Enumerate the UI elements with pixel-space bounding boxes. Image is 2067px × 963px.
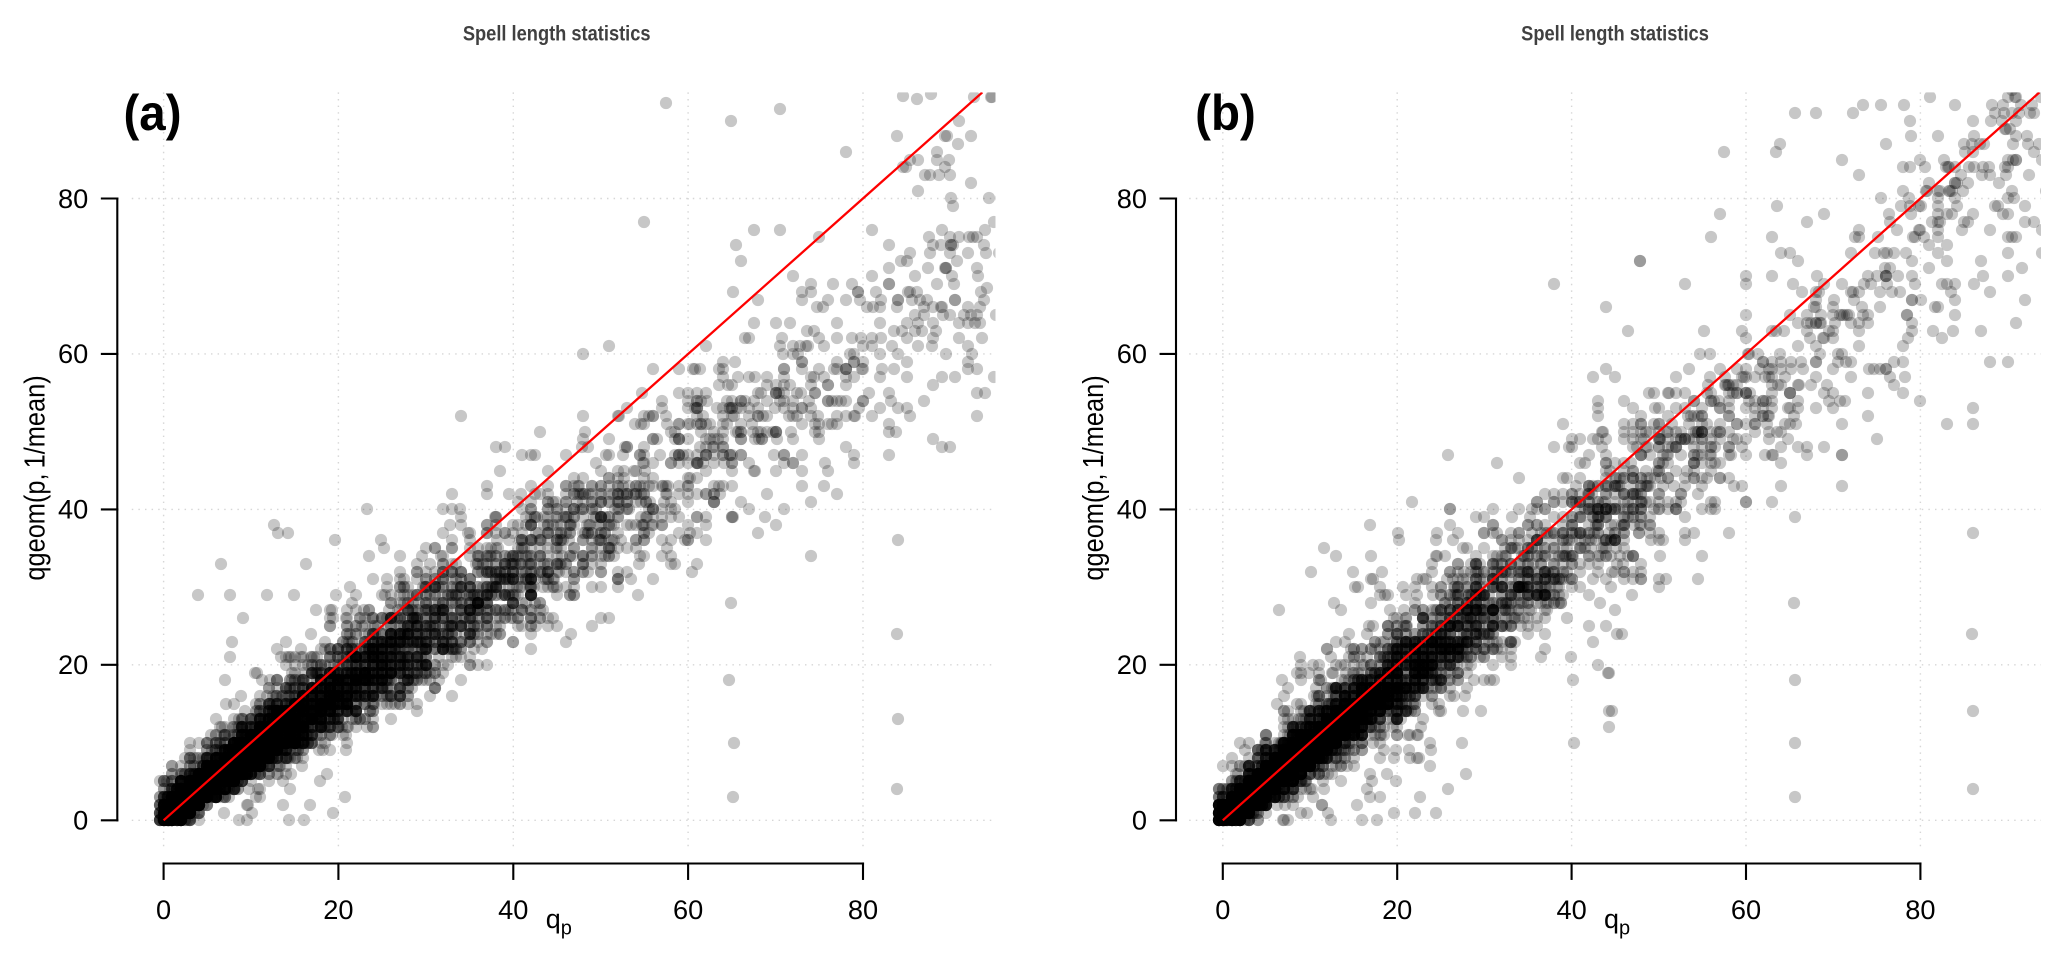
svg-text:40: 40 (1556, 894, 1586, 925)
svg-text:40: 40 (1117, 494, 1147, 525)
svg-text:80: 80 (848, 894, 878, 925)
svg-text:0: 0 (1132, 805, 1147, 836)
svg-text:60: 60 (1731, 894, 1761, 925)
svg-text:60: 60 (58, 338, 88, 369)
svg-text:Spell length statistics: Spell length statistics (463, 23, 651, 46)
svg-text:qgeom(p, 1/mean): qgeom(p, 1/mean) (1076, 375, 1109, 580)
svg-text:(a): (a) (123, 86, 181, 141)
svg-text:60: 60 (1117, 338, 1147, 369)
svg-text:40: 40 (58, 494, 88, 525)
svg-text:0: 0 (1215, 894, 1230, 925)
svg-text:20: 20 (1382, 894, 1412, 925)
svg-text:80: 80 (1905, 894, 1935, 925)
svg-text:20: 20 (1117, 649, 1147, 680)
svg-text:80: 80 (1117, 183, 1147, 214)
svg-text:qgeom(p, 1/mean): qgeom(p, 1/mean) (18, 375, 51, 580)
svg-text:Spell length statistics: Spell length statistics (1521, 23, 1709, 46)
svg-text:20: 20 (323, 894, 353, 925)
svg-text:(b): (b) (1195, 86, 1256, 141)
svg-text:80: 80 (58, 183, 88, 214)
svg-text:60: 60 (673, 894, 703, 925)
svg-text:40: 40 (498, 894, 528, 925)
svg-text:0: 0 (156, 894, 171, 925)
svg-text:0: 0 (73, 805, 88, 836)
svg-text:20: 20 (58, 649, 88, 680)
